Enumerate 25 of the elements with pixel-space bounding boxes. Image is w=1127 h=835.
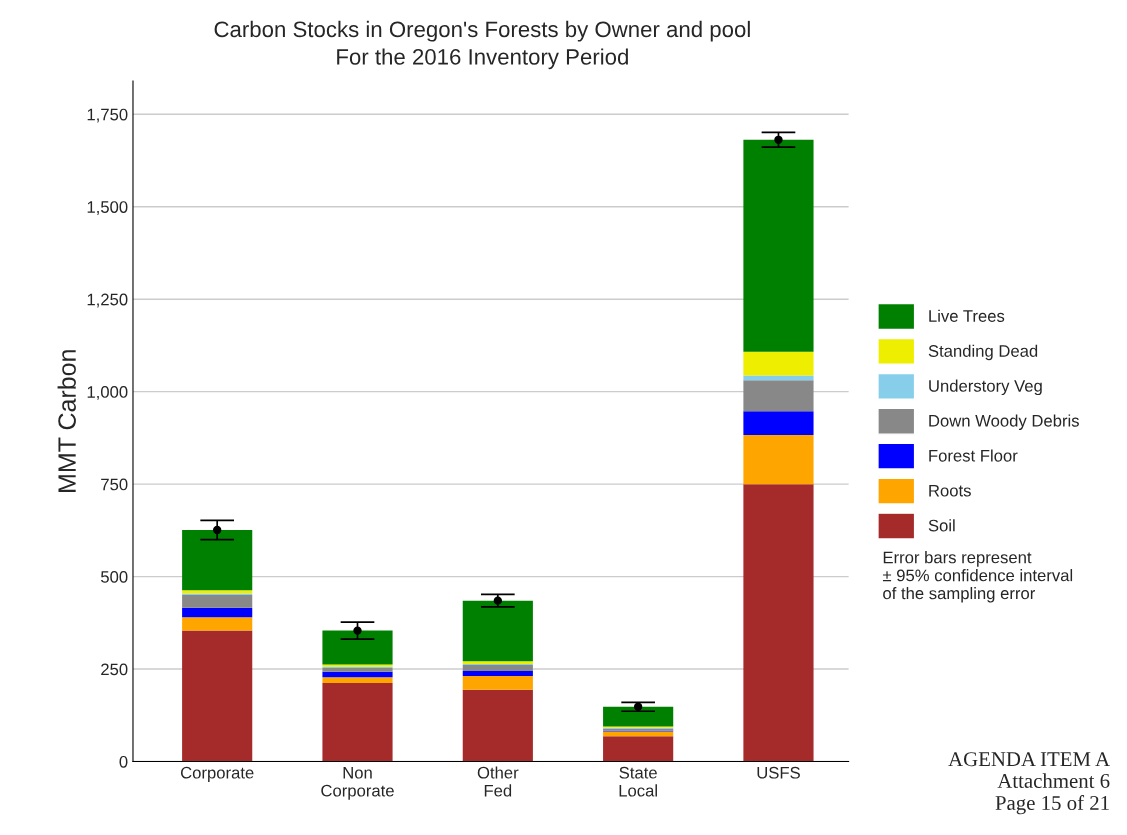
x-tick-label: State Local: [619, 766, 657, 797]
legend-label: Forest Floor: [929, 449, 1018, 462]
chart-title: Carbon Stocks in Oregon's Forests by Owner and pool: [214, 20, 750, 42]
y-tick-label: 1,250: [87, 293, 128, 308]
x-tick-label: Non Corporate: [321, 766, 394, 800]
legend-label: Soil: [928, 519, 955, 532]
y-tick-label: 1,750: [87, 108, 128, 123]
text: AGENDA ITEM A Attachment 6 Page 15 of 21: [948, 752, 1110, 815]
x-tick-label: Corporate: [180, 766, 254, 782]
y-tick-label: 250: [101, 663, 128, 676]
y-axis-title: MMT Carbon: [57, 350, 76, 492]
x-tick-label: Other Fed: [477, 766, 519, 797]
legend-label: Understory Veg: [929, 379, 1042, 396]
text: Error bars represent ± 95% confidence interval of the sampling error: [882, 551, 1073, 603]
y-tick-label: 750: [101, 478, 128, 491]
y-tick-label: 1,500: [87, 201, 128, 215]
chart-subtitle: For the 2016 Inventory Period: [337, 48, 628, 70]
y-tick-label: 0: [119, 755, 128, 768]
y-tick-label: 1,000: [87, 386, 128, 400]
y-tick-label: 500: [100, 571, 128, 583]
legend-label: Standing Dead: [928, 344, 1038, 361]
legend-label: Roots: [929, 484, 971, 497]
legend-label: Down Woody Debris: [929, 414, 1079, 431]
x-tick-label: USFS: [757, 766, 800, 779]
legend-label: Live Trees: [929, 309, 1005, 322]
